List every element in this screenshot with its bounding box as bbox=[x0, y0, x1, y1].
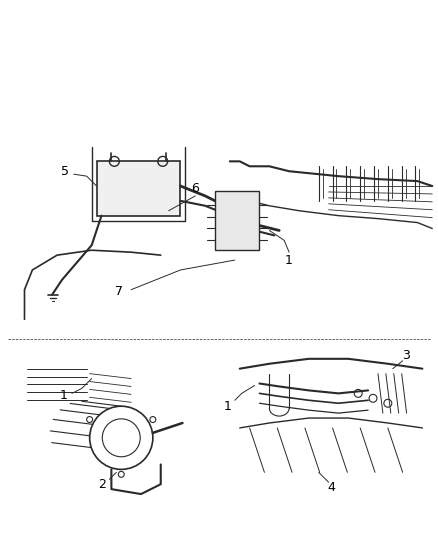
Text: 6: 6 bbox=[191, 182, 199, 196]
Text: 1: 1 bbox=[60, 389, 68, 402]
Bar bbox=[96, 161, 180, 216]
Text: 4: 4 bbox=[328, 481, 336, 494]
Text: 1: 1 bbox=[285, 254, 293, 266]
Text: 5: 5 bbox=[61, 165, 69, 177]
Text: 3: 3 bbox=[402, 349, 410, 362]
Text: 1: 1 bbox=[224, 400, 232, 413]
Text: 2: 2 bbox=[99, 478, 106, 491]
Text: 7: 7 bbox=[115, 285, 123, 298]
Bar bbox=[215, 191, 259, 250]
